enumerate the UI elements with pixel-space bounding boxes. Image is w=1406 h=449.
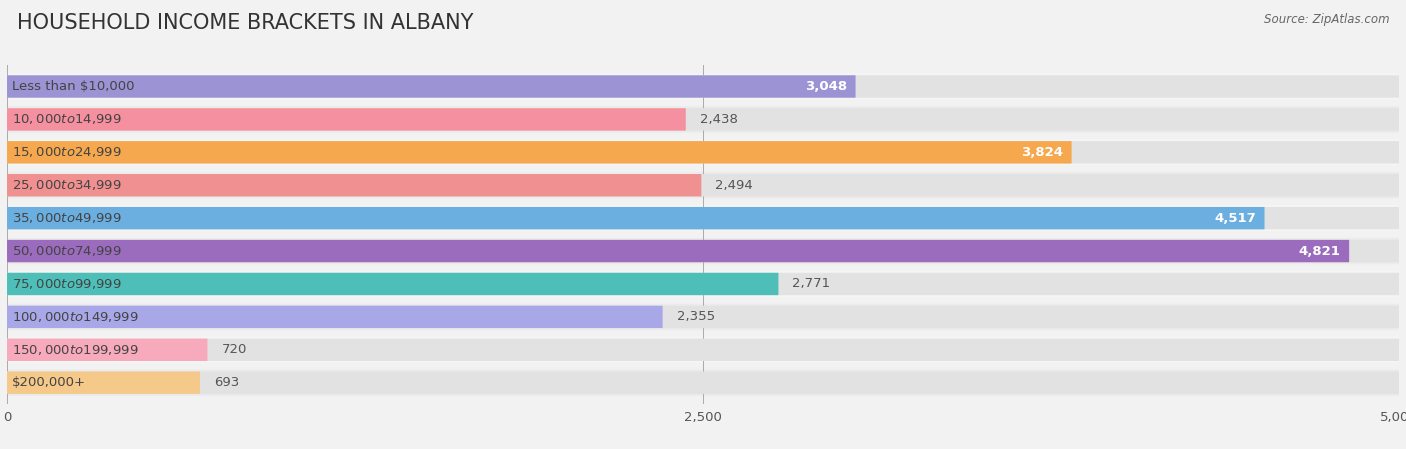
FancyBboxPatch shape bbox=[7, 141, 1071, 163]
FancyBboxPatch shape bbox=[7, 108, 1399, 131]
FancyBboxPatch shape bbox=[7, 205, 1399, 231]
Text: $10,000 to $14,999: $10,000 to $14,999 bbox=[13, 112, 122, 127]
Text: $100,000 to $149,999: $100,000 to $149,999 bbox=[13, 310, 139, 324]
FancyBboxPatch shape bbox=[7, 240, 1350, 262]
FancyBboxPatch shape bbox=[7, 106, 1399, 132]
Text: 2,438: 2,438 bbox=[700, 113, 738, 126]
FancyBboxPatch shape bbox=[7, 174, 1399, 196]
FancyBboxPatch shape bbox=[7, 273, 1399, 295]
FancyBboxPatch shape bbox=[7, 141, 1399, 163]
FancyBboxPatch shape bbox=[7, 139, 1399, 166]
Text: 720: 720 bbox=[221, 343, 247, 357]
FancyBboxPatch shape bbox=[7, 207, 1264, 229]
FancyBboxPatch shape bbox=[7, 174, 702, 196]
FancyBboxPatch shape bbox=[7, 271, 1399, 297]
Text: $15,000 to $24,999: $15,000 to $24,999 bbox=[13, 145, 122, 159]
FancyBboxPatch shape bbox=[7, 73, 1399, 100]
FancyBboxPatch shape bbox=[7, 75, 856, 98]
Text: $35,000 to $49,999: $35,000 to $49,999 bbox=[13, 211, 122, 225]
FancyBboxPatch shape bbox=[7, 339, 1399, 361]
FancyBboxPatch shape bbox=[7, 304, 1399, 330]
FancyBboxPatch shape bbox=[7, 306, 1399, 328]
Text: 3,824: 3,824 bbox=[1021, 146, 1063, 159]
FancyBboxPatch shape bbox=[7, 371, 1399, 394]
FancyBboxPatch shape bbox=[7, 240, 1399, 262]
FancyBboxPatch shape bbox=[7, 339, 208, 361]
Text: $200,000+: $200,000+ bbox=[13, 376, 86, 389]
FancyBboxPatch shape bbox=[7, 371, 200, 394]
Text: $50,000 to $74,999: $50,000 to $74,999 bbox=[13, 244, 122, 258]
Text: 2,771: 2,771 bbox=[793, 277, 831, 291]
Text: HOUSEHOLD INCOME BRACKETS IN ALBANY: HOUSEHOLD INCOME BRACKETS IN ALBANY bbox=[17, 13, 474, 34]
Text: 4,517: 4,517 bbox=[1215, 211, 1256, 224]
FancyBboxPatch shape bbox=[7, 172, 1399, 198]
FancyBboxPatch shape bbox=[7, 306, 662, 328]
Text: $75,000 to $99,999: $75,000 to $99,999 bbox=[13, 277, 122, 291]
Text: 2,494: 2,494 bbox=[716, 179, 754, 192]
Text: 3,048: 3,048 bbox=[806, 80, 848, 93]
Text: 4,821: 4,821 bbox=[1299, 245, 1341, 258]
Text: Source: ZipAtlas.com: Source: ZipAtlas.com bbox=[1264, 13, 1389, 26]
FancyBboxPatch shape bbox=[7, 108, 686, 131]
Text: 2,355: 2,355 bbox=[676, 310, 714, 323]
Text: $150,000 to $199,999: $150,000 to $199,999 bbox=[13, 343, 139, 357]
Text: $25,000 to $34,999: $25,000 to $34,999 bbox=[13, 178, 122, 192]
FancyBboxPatch shape bbox=[7, 207, 1399, 229]
FancyBboxPatch shape bbox=[7, 273, 779, 295]
Text: 693: 693 bbox=[214, 376, 239, 389]
FancyBboxPatch shape bbox=[7, 238, 1399, 264]
FancyBboxPatch shape bbox=[7, 370, 1399, 396]
FancyBboxPatch shape bbox=[7, 75, 1399, 98]
FancyBboxPatch shape bbox=[7, 337, 1399, 363]
Text: Less than $10,000: Less than $10,000 bbox=[13, 80, 135, 93]
